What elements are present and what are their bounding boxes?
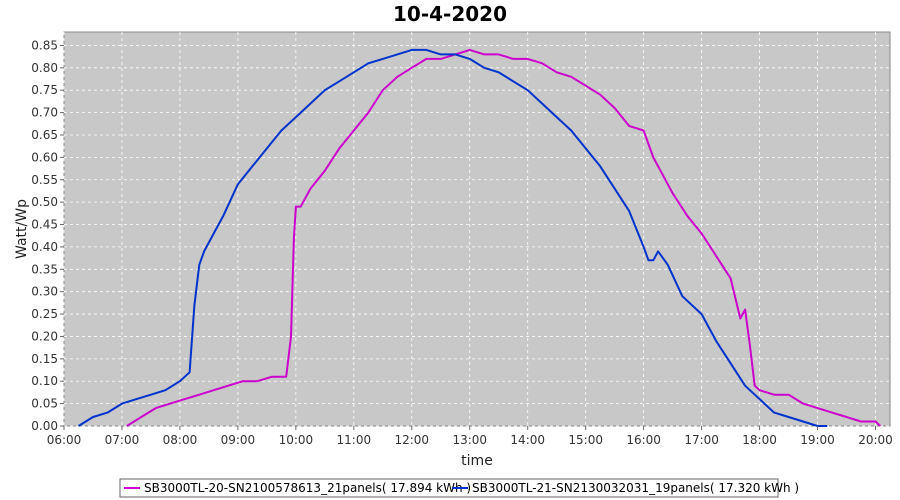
- x-tick-label: 19:00: [800, 433, 835, 447]
- y-tick-label: 0.20: [31, 329, 58, 343]
- legend: SB3000TL-20-SN2100578613_21panels( 17.89…: [119, 478, 799, 498]
- x-tick-label: 15:00: [568, 433, 603, 447]
- y-tick-label: 0.35: [31, 262, 58, 276]
- x-tick-label: 20:00: [858, 433, 893, 447]
- plot-area: [63, 31, 891, 427]
- y-axis-label: Watt/Wp: [14, 199, 30, 259]
- x-tick-label: 07:00: [105, 433, 140, 447]
- x-axis: 06:00 07:00 08:00 09:00 10:00 11:00 12:00 13:00…: [47, 426, 893, 447]
- x-axis-label: time: [461, 453, 493, 469]
- legend-label-1: SB3000TL-20-SN2100578613_21panels( 17.89…: [144, 481, 471, 495]
- y-tick-label: 0.15: [31, 352, 58, 366]
- y-tick-label: 0.75: [31, 83, 58, 97]
- y-tick-label: 0.70: [31, 106, 58, 120]
- x-tick-label: 12:00: [394, 433, 429, 447]
- y-tick-label: 0.30: [31, 285, 58, 299]
- y-tick-label: 0.65: [31, 128, 58, 142]
- y-tick-label: 0.45: [31, 218, 58, 232]
- legend-label-2: SB3000TL-21-SN2130032031_19panels( 17.32…: [472, 481, 799, 495]
- y-tick-label: 0.60: [31, 150, 58, 164]
- y-tick-label: 0.25: [31, 307, 58, 321]
- y-tick-label: 0.00: [31, 419, 58, 433]
- y-tick-label: 0.05: [31, 397, 58, 411]
- x-tick-label: 09:00: [221, 433, 256, 447]
- series-line-2: [77, 48, 828, 427]
- x-tick-label: 11:00: [337, 433, 372, 447]
- y-tick-label: 0.10: [31, 374, 58, 388]
- legend-box: [119, 478, 779, 498]
- x-tick-label: 14:00: [510, 433, 545, 447]
- x-tick-label: 13:00: [452, 433, 487, 447]
- x-tick-label: 18:00: [742, 433, 777, 447]
- y-tick-label: 0.50: [31, 195, 58, 209]
- series-layer: [77, 48, 881, 427]
- x-tick-label: 08:00: [163, 433, 198, 447]
- y-tick-label: 0.40: [31, 240, 58, 254]
- y-axis: 0.00 0.05 0.10 0.15 0.20 0.25 0.30 0.35 0.40 0.45…: [31, 38, 64, 433]
- y-tick-label: 0.80: [31, 61, 58, 75]
- x-tick-label: 10:00: [279, 433, 314, 447]
- x-tick-label: 06:00: [47, 433, 82, 447]
- y-tick-label: 0.55: [31, 173, 58, 187]
- x-tick-label: 16:00: [626, 433, 661, 447]
- y-tick-label: 0.85: [31, 38, 58, 52]
- chart-title: 10-4-2020: [393, 2, 507, 26]
- series-line-1: [126, 48, 881, 427]
- x-tick-label: 17:00: [684, 433, 719, 447]
